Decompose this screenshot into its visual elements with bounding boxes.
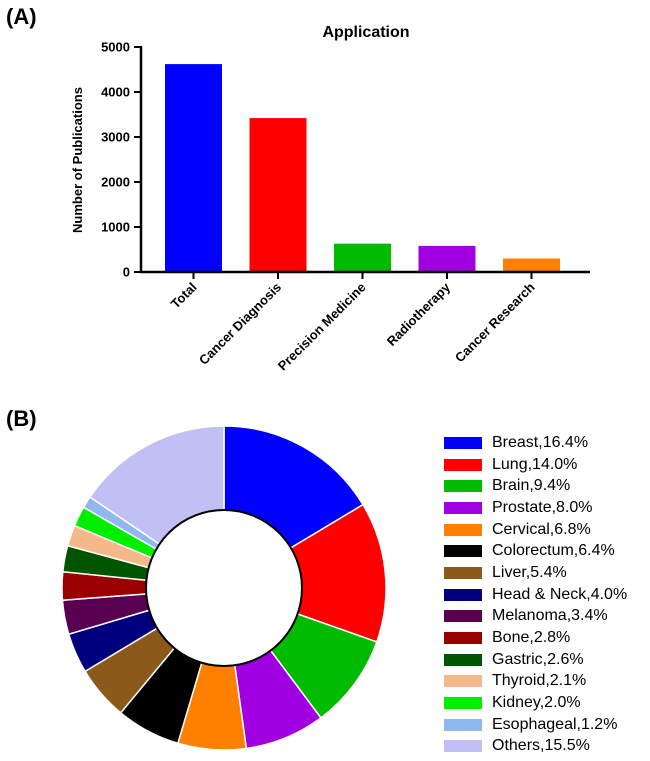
- bar-cancer-diagnosis: [249, 118, 307, 272]
- legend-label: Cervical,6.8%: [492, 520, 591, 538]
- legend-swatch: [444, 458, 482, 471]
- legend-swatch: [444, 545, 482, 558]
- legend-item: Thyroid,2.1%: [444, 671, 627, 693]
- legend-swatch: [444, 588, 482, 601]
- panel-a-label: (A): [6, 4, 37, 29]
- legend-item: Prostate,8.0%: [444, 497, 627, 519]
- legend-swatch: [444, 697, 482, 710]
- y-axis-label: Number of Publications: [70, 87, 85, 233]
- bar-chart: Application Number of Publications 0 1000…: [70, 24, 590, 373]
- slice-lung: [222, 503, 387, 643]
- legend-swatch: [444, 718, 482, 731]
- y-tick-label: 4000: [101, 85, 130, 100]
- legend-item: Lung,14.0%: [444, 454, 627, 476]
- legend-swatch: [444, 436, 482, 449]
- legend-item: Kidney,2.0%: [444, 692, 627, 714]
- legend-label: Gastric,2.6%: [492, 650, 584, 668]
- bar-precision-medicine: [334, 243, 391, 272]
- bar-radiotherapy: [418, 245, 476, 272]
- legend-label: Kidney,2.0%: [492, 694, 581, 712]
- panel-b-label: (B): [6, 406, 37, 431]
- legend-item: Colorectum,6.4%: [444, 540, 627, 562]
- legend-item: Others,15.5%: [444, 736, 627, 758]
- bar-chart-title: Application: [322, 24, 409, 41]
- legend-item: Bone,2.8%: [444, 627, 627, 649]
- legend-swatch: [444, 653, 482, 666]
- legend-item: Brain,9.4%: [444, 475, 627, 497]
- legend-item: Breast,16.4%: [444, 432, 627, 454]
- legend-swatch: [444, 632, 482, 645]
- bar-cancer-research: [503, 258, 560, 272]
- legend-swatch: [444, 523, 482, 536]
- donut-chart: [61, 425, 387, 751]
- bar-total: [165, 64, 222, 272]
- donut-hole: [145, 509, 303, 667]
- legend-label: Lung,14.0%: [492, 455, 578, 473]
- legend-label: Brain,9.4%: [492, 477, 571, 495]
- legend-label: Liver,5.4%: [492, 563, 567, 581]
- legend-label: Prostate,8.0%: [492, 498, 593, 516]
- legend-swatch: [444, 740, 482, 753]
- legend-label: Colorectum,6.4%: [492, 542, 615, 560]
- legend-label: Breast,16.4%: [492, 433, 589, 451]
- legend-swatch: [444, 675, 482, 688]
- legend-item: Cervical,6.8%: [444, 519, 627, 541]
- legend-label: Others,15.5%: [492, 737, 590, 755]
- legend-item: Gastric,2.6%: [444, 649, 627, 671]
- y-tick-label: 2000: [101, 175, 130, 190]
- x-tick-label: Cancer Research: [452, 279, 538, 365]
- legend-item: Melanoma,3.4%: [444, 606, 627, 628]
- legend-item: Head & Neck,4.0%: [444, 584, 627, 606]
- y-tick-label: 1000: [101, 220, 130, 235]
- legend-label: Bone,2.8%: [492, 629, 571, 647]
- legend-item: Esophageal,1.2%: [444, 714, 627, 736]
- legend-swatch: [444, 610, 482, 623]
- legend-swatch: [444, 480, 482, 493]
- legend-swatch: [444, 501, 482, 514]
- y-tick-label: 5000: [101, 40, 130, 55]
- pie-legend: Breast,16.4% Lung,14.0% Brain,9.4% Prostate…: [444, 432, 627, 757]
- legend-item: Liver,5.4%: [444, 562, 627, 584]
- legend-swatch: [444, 566, 482, 579]
- legend-label: Esophageal,1.2%: [492, 715, 618, 733]
- legend-label: Melanoma,3.4%: [492, 607, 608, 625]
- y-tick-label: 3000: [101, 130, 130, 145]
- legend-label: Head & Neck,4.0%: [492, 585, 628, 603]
- y-tick-label: 0: [123, 265, 130, 280]
- legend-label: Thyroid,2.1%: [492, 672, 587, 690]
